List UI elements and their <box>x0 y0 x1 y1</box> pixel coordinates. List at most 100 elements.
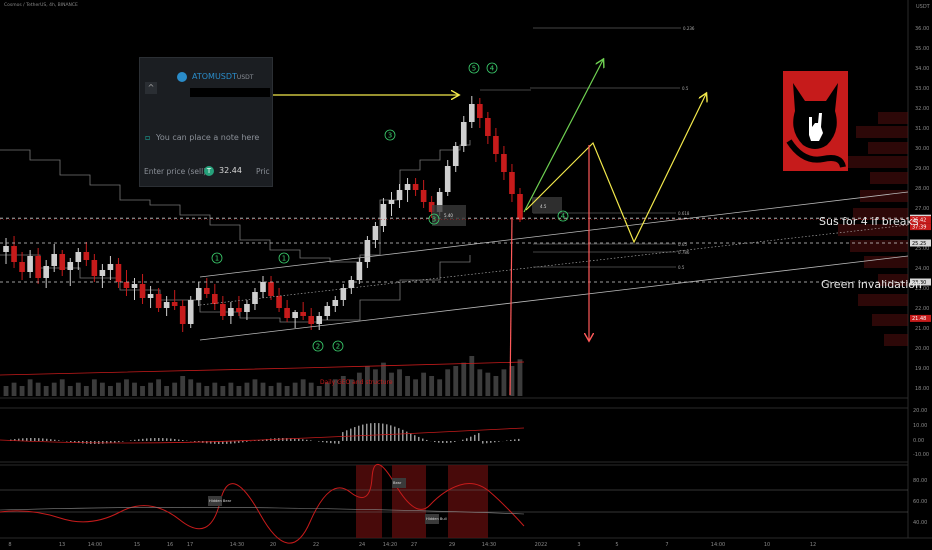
price-badge <box>910 278 931 286</box>
volume-bar <box>204 386 210 396</box>
histogram-bar <box>222 441 224 444</box>
price-axis-tick: 19.00 <box>915 366 929 372</box>
volume-bar <box>300 379 306 396</box>
histogram-bar <box>386 424 388 441</box>
histogram-bar <box>14 439 16 441</box>
histogram-bar <box>290 438 292 441</box>
atom-logo-icon <box>177 72 187 82</box>
time-axis-tick: 14:20 <box>383 542 397 548</box>
collapse-button[interactable]: ^ <box>145 82 157 94</box>
histogram-bar <box>334 441 336 444</box>
histogram-bar <box>514 439 516 441</box>
candle-body <box>220 304 226 316</box>
wave-label-circle <box>211 252 223 264</box>
volume-profile-bar <box>838 224 908 236</box>
sus-annotation: Sus for 4 if breaks <box>819 215 919 228</box>
candle-body <box>292 312 298 318</box>
volume-bar <box>429 376 435 396</box>
oscillator-line <box>0 464 525 544</box>
histogram-bar <box>22 438 24 441</box>
time-axis-tick: 15 <box>134 542 140 548</box>
candle-body <box>477 104 483 118</box>
histogram-bar <box>442 441 444 443</box>
histogram-bar <box>470 436 472 441</box>
histogram-bar <box>350 428 352 441</box>
histogram-bar <box>210 441 212 444</box>
signal-line <box>0 427 525 444</box>
channel-lower <box>199 255 909 341</box>
symbol-label[interactable]: ATOMUSDT <box>192 72 237 81</box>
candle-body <box>348 280 355 288</box>
volume-bar <box>461 362 467 396</box>
histogram-bar <box>302 439 304 441</box>
histogram-bar <box>402 429 404 441</box>
histogram-bar <box>330 441 332 444</box>
candle-body <box>396 190 403 200</box>
histogram-bar <box>326 441 328 443</box>
histogram-bar <box>26 438 28 441</box>
histogram-bar <box>346 430 348 441</box>
histogram-bar <box>474 434 476 441</box>
histogram-bar <box>446 441 448 443</box>
time-axis-tick: 13 <box>59 542 65 548</box>
price-axis-tick: 18.00 <box>915 386 929 392</box>
price-badge-text: 21.48 <box>912 316 926 322</box>
candle-body <box>380 204 387 226</box>
price-value[interactable]: 32.44 <box>219 166 242 175</box>
histogram-bar <box>490 441 492 443</box>
volume-bar <box>421 372 427 396</box>
candle-body <box>43 266 49 278</box>
candle-body <box>284 308 290 318</box>
note-placeholder[interactable]: You can place a note here <box>156 133 260 142</box>
time-axis-tick: 7 <box>665 542 668 548</box>
time-axis-tick: 14:30 <box>230 542 244 548</box>
volume-ma <box>0 361 525 376</box>
price-badge <box>910 239 931 247</box>
histogram-bar <box>450 441 452 443</box>
price-axis-tick: 28.00 <box>915 186 929 192</box>
histogram-bar <box>82 441 84 444</box>
price-axis-tick: 31.00 <box>915 126 929 132</box>
price-axis-tick: 30.00 <box>915 146 929 152</box>
volume-bar <box>43 386 49 396</box>
time-axis-tick: 14:30 <box>482 542 496 548</box>
volume-profile-bar <box>878 112 908 124</box>
candle-body <box>91 260 98 276</box>
volume-bar <box>11 382 17 396</box>
price-axis-tick: 35.00 <box>915 46 929 52</box>
price-badge-text: 26.42 <box>912 217 926 223</box>
candle-body <box>228 308 234 316</box>
candle-body <box>509 172 515 194</box>
price-axis-unit: USDT <box>916 4 931 10</box>
volume-bar <box>91 379 97 396</box>
price-badge-text: 23.30 <box>912 280 926 286</box>
candle-body <box>316 316 323 324</box>
histogram-bar <box>114 441 116 443</box>
histogram-bar <box>294 438 296 441</box>
target-box <box>532 197 562 213</box>
order-panel[interactable]: ^ ATOMUSDTUSDT ▫ You can place a note he… <box>139 57 273 187</box>
panel3-axis-tick: 60.00 <box>913 499 927 505</box>
histogram-bar <box>166 438 168 441</box>
time-axis-tick: 14:00 <box>88 542 102 548</box>
candle-body <box>147 294 154 298</box>
volume-bar <box>397 369 402 396</box>
symbol-suffix: USDT <box>236 74 254 81</box>
wave-label-circle <box>332 340 344 352</box>
wave-label-circle <box>384 129 396 141</box>
histogram-bar <box>398 428 400 441</box>
histogram-bar <box>414 435 416 441</box>
fib-label: 0.786 <box>678 250 690 255</box>
volume-bar <box>108 386 113 396</box>
fib-label: 0.65 <box>678 242 687 247</box>
histogram-bar <box>38 438 40 441</box>
volume-bar <box>212 382 218 396</box>
wave-label: 1 <box>215 255 219 263</box>
wave-label-circle <box>486 62 498 74</box>
volume-bar <box>316 386 322 396</box>
volume-profile-bar <box>864 256 908 268</box>
price-axis-tick: 36.00 <box>915 26 929 32</box>
volume-bar <box>140 386 145 396</box>
candle-body <box>195 288 202 300</box>
